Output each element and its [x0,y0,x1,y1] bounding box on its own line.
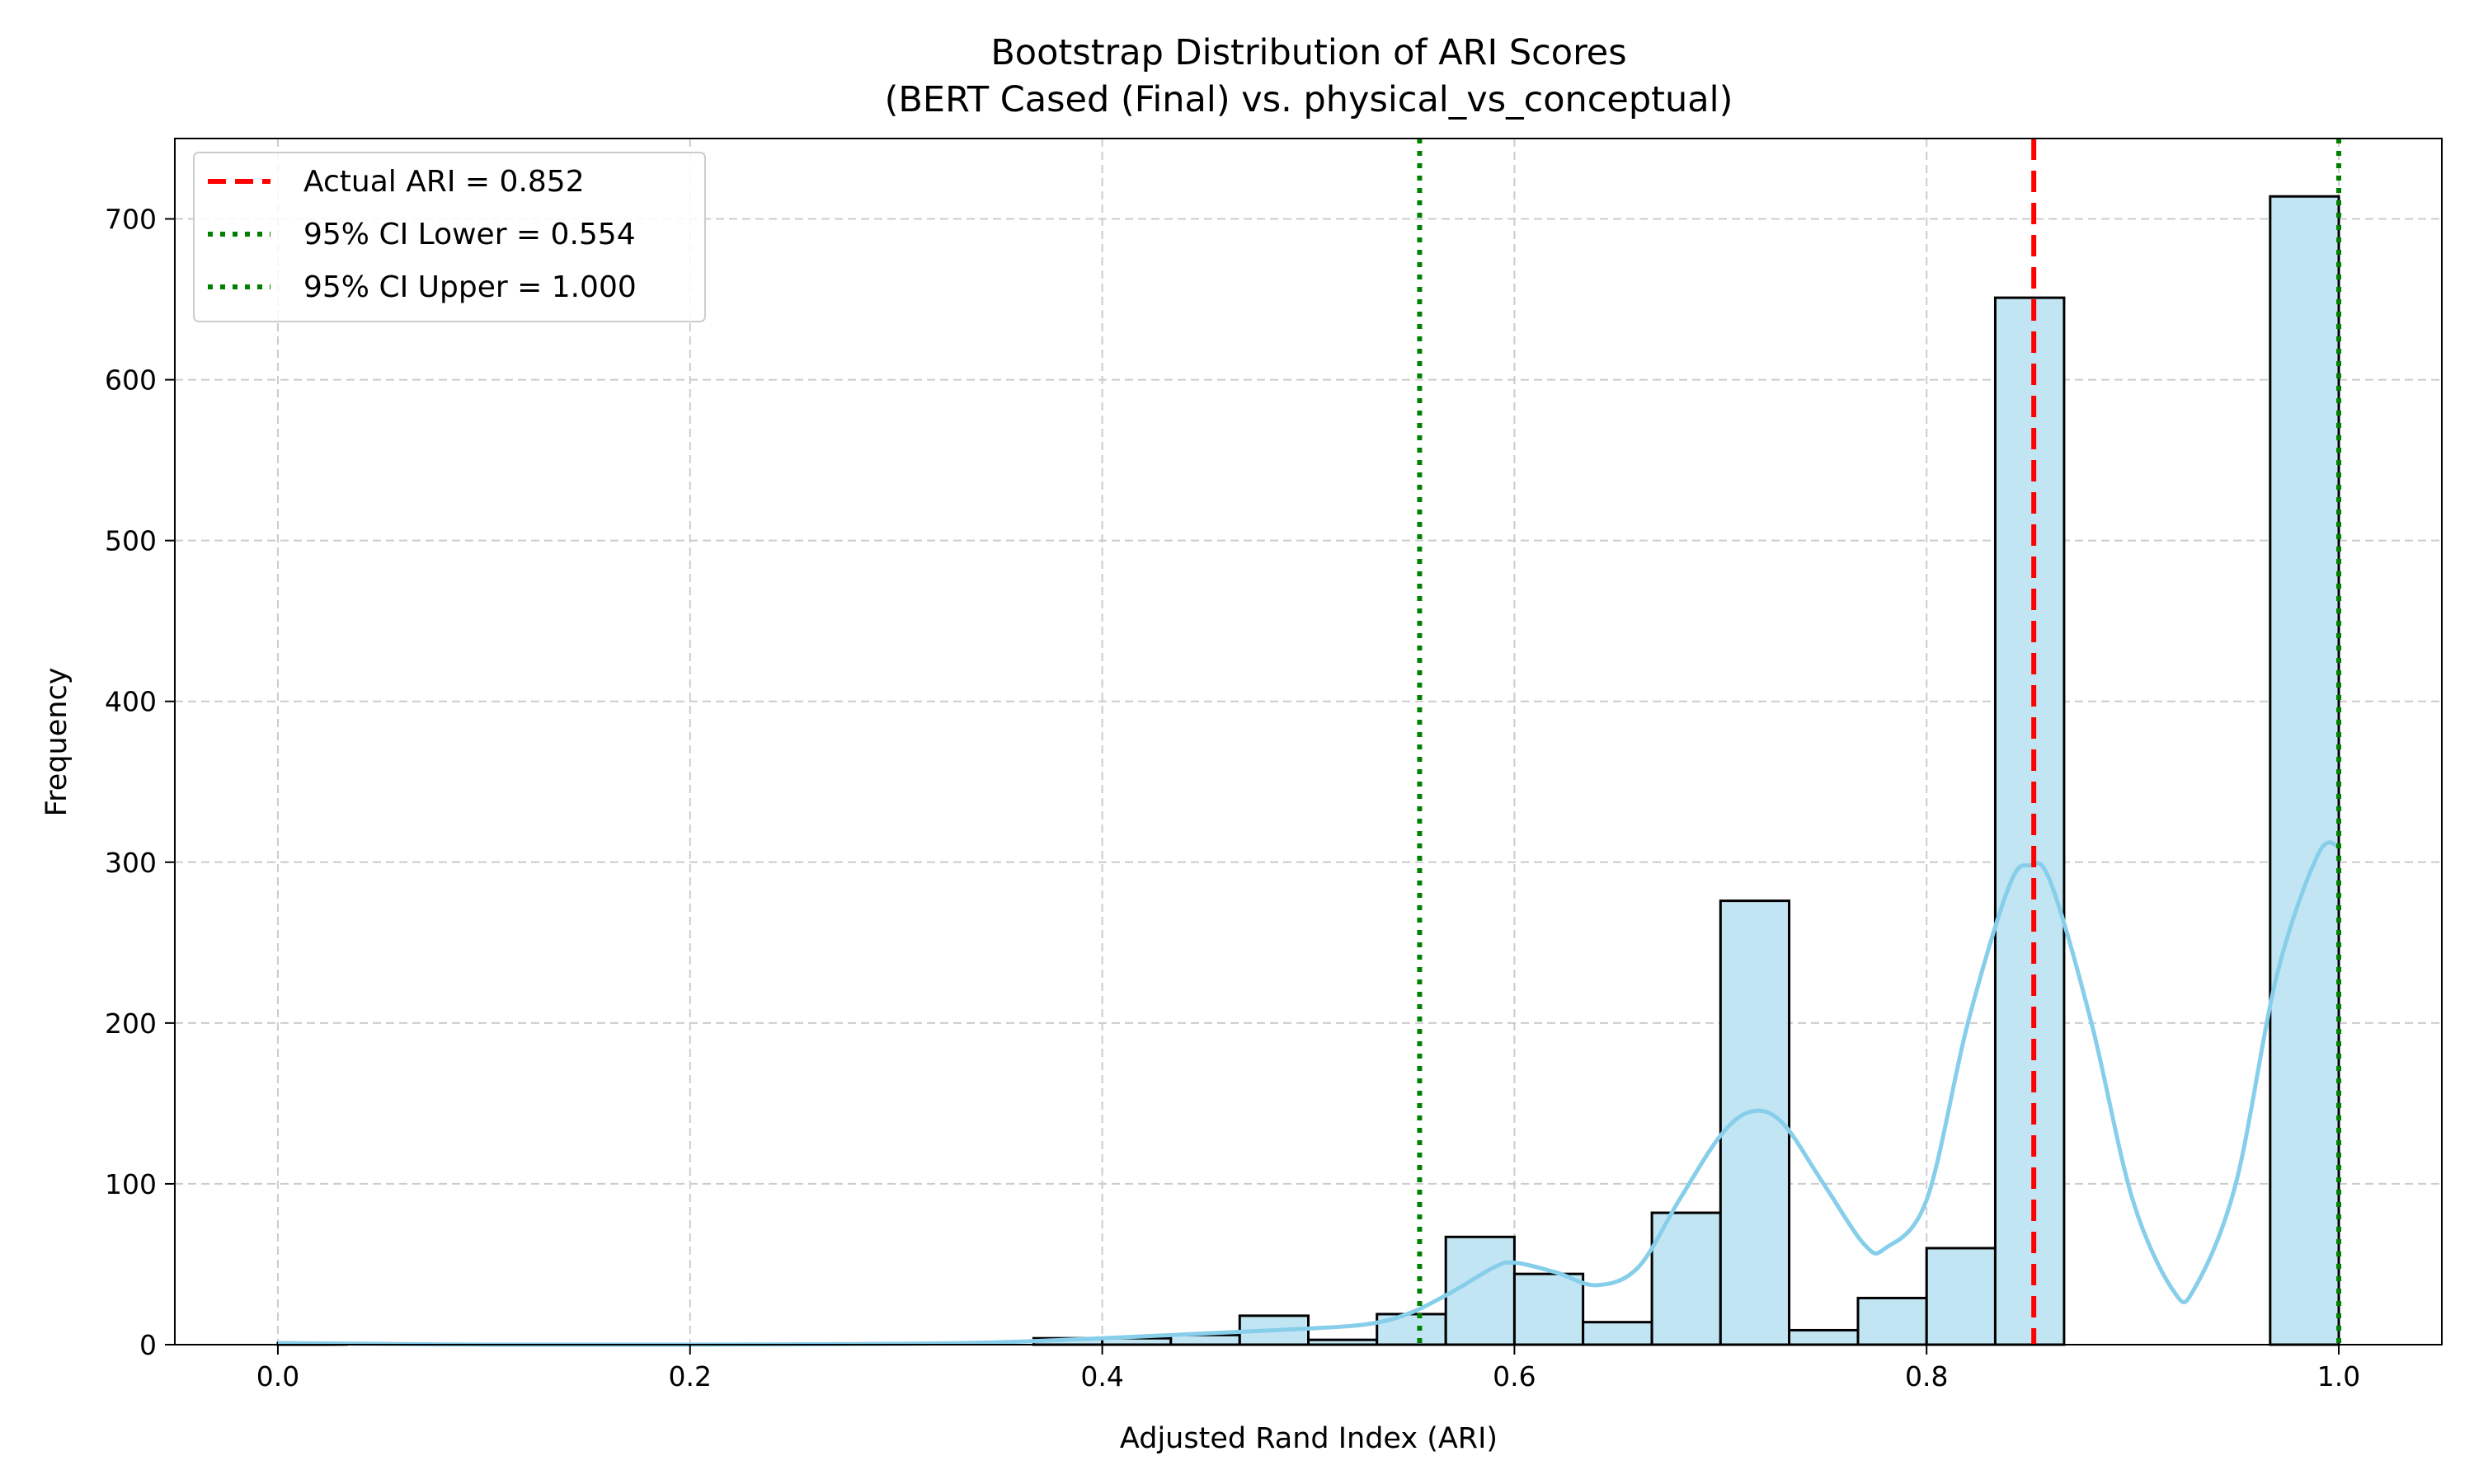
x-tick-label: 0.2 [669,1360,712,1392]
y-tick-label: 100 [105,1168,157,1200]
chart-title-line2: (BERT Cased (Final) vs. physical_vs_conc… [885,79,1733,120]
legend-label-actual: Actual ARI = 0.852 [303,165,585,199]
reference-lines [1417,139,2342,1345]
y-tick-label: 500 [105,525,157,557]
x-tick-label: 0.6 [1493,1360,1536,1392]
kde-curve [277,840,2340,1347]
histogram-bar [1856,1296,1928,1346]
y-tick-label: 200 [105,1007,157,1040]
y-tick-label: 700 [105,204,157,236]
legend-label-ci-lower: 95% CI Lower = 0.554 [303,218,636,251]
kde-line [277,840,2340,1347]
histogram-bar [1512,1272,1585,1346]
x-tick-label: 0.4 [1080,1360,1123,1392]
x-axis-label: Adjusted Rand Index (ARI) [1120,1422,1498,1455]
histogram-bar [1788,1328,1860,1346]
y-axis-ticks: 0 100 200 300 400 500 600 700 [105,204,175,1361]
y-tick-label: 300 [105,847,157,879]
y-tick-label: 600 [105,364,157,397]
x-tick-label: 0.0 [256,1360,299,1392]
x-axis-ticks: 0.0 0.2 0.4 0.6 0.8 1.0 [256,1345,2360,1392]
legend-box [193,152,706,322]
legend: Actual ARI = 0.852 95% CI Lower = 0.554 … [193,152,706,322]
chart-title-line1: Bootstrap Distribution of ARI Scores [990,32,1626,73]
legend-label-ci-upper: 95% CI Upper = 1.000 [303,270,637,304]
plot-frame [174,138,2443,1345]
histogram-bar [1582,1321,1653,1346]
histogram-bar [1993,296,2066,1346]
y-tick-label: 400 [105,686,157,718]
x-tick-label: 0.8 [1905,1360,1948,1392]
x-tick-label: 1.0 [2317,1360,2360,1392]
histogram-bar [1719,899,1791,1346]
y-tick-label: 0 [139,1329,157,1361]
y-axis-label: Frequency [40,668,73,817]
histogram-bar [1925,1247,1997,1346]
histogram-bar [2269,195,2340,1346]
